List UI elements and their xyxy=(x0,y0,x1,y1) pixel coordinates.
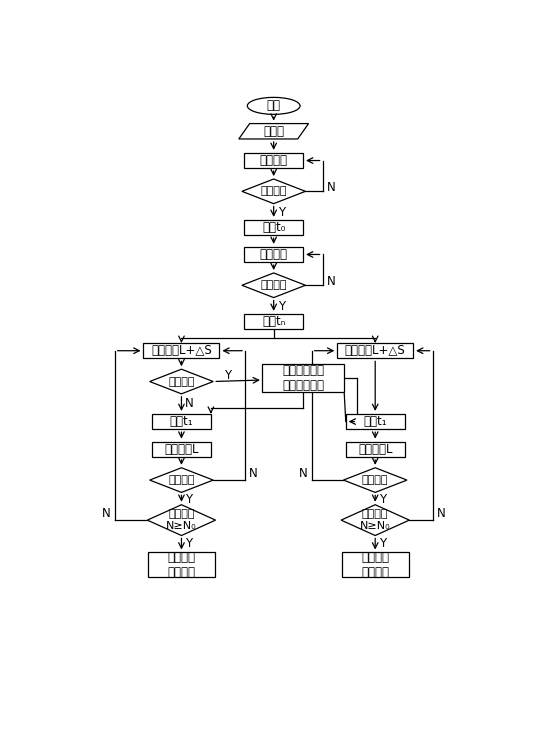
Bar xyxy=(244,153,303,168)
Text: 循环次数
N≥N₀: 循环次数 N≥N₀ xyxy=(166,509,197,531)
Polygon shape xyxy=(147,505,216,536)
Ellipse shape xyxy=(247,97,300,114)
Text: Y: Y xyxy=(379,493,386,506)
Text: 启动: 启动 xyxy=(266,99,281,113)
Polygon shape xyxy=(150,468,213,493)
Text: 向上运行L: 向上运行L xyxy=(164,443,199,456)
Bar xyxy=(244,313,303,329)
Bar xyxy=(262,364,344,391)
Text: 向下运行L: 向下运行L xyxy=(358,443,392,456)
Polygon shape xyxy=(343,468,407,493)
Text: 停止t₁: 停止t₁ xyxy=(170,415,193,428)
Bar xyxy=(152,414,211,429)
Text: 向上运行: 向上运行 xyxy=(260,248,288,261)
Text: 向下运行L+△S: 向下运行L+△S xyxy=(151,345,212,357)
Text: 初始化: 初始化 xyxy=(263,124,284,138)
Bar xyxy=(345,442,405,457)
Bar xyxy=(342,553,409,577)
Text: 停止tₙ: 停止tₙ xyxy=(262,315,285,328)
Polygon shape xyxy=(341,505,409,536)
Text: N: N xyxy=(185,396,194,410)
Text: 是否碰撞: 是否碰撞 xyxy=(168,475,195,485)
Bar xyxy=(152,442,211,457)
Text: Y: Y xyxy=(185,493,192,506)
Text: 下行碰撞
异常处理: 下行碰撞 异常处理 xyxy=(361,551,389,579)
Bar xyxy=(144,343,219,359)
Text: N: N xyxy=(326,275,335,288)
Text: 停止t₀: 停止t₀ xyxy=(262,221,285,234)
Bar xyxy=(148,553,215,577)
Polygon shape xyxy=(242,273,305,298)
Text: Y: Y xyxy=(224,369,231,382)
Bar xyxy=(345,414,405,429)
Text: 是否碰撞: 是否碰撞 xyxy=(261,186,287,196)
Bar xyxy=(244,247,303,262)
Text: Y: Y xyxy=(278,207,285,219)
Text: 是否碰撞: 是否碰撞 xyxy=(168,376,195,387)
Polygon shape xyxy=(242,179,305,204)
Text: 是否碰撞: 是否碰撞 xyxy=(362,475,388,485)
Text: N: N xyxy=(436,508,445,520)
Text: 是否碰撞: 是否碰撞 xyxy=(261,280,287,290)
Text: Y: Y xyxy=(185,537,192,551)
Bar xyxy=(337,343,413,359)
Polygon shape xyxy=(150,369,213,393)
Text: N: N xyxy=(326,181,335,194)
Text: 停止t₁: 停止t₁ xyxy=(364,415,387,428)
Polygon shape xyxy=(239,124,309,139)
Text: N: N xyxy=(299,468,308,480)
Text: 向下运行: 向下运行 xyxy=(260,154,288,167)
Text: Y: Y xyxy=(278,299,285,313)
Text: 循环次数
N≥N₀: 循环次数 N≥N₀ xyxy=(360,509,390,531)
Text: 固定阀泄漏严
重，停机报警: 固定阀泄漏严 重，停机报警 xyxy=(282,364,324,392)
Text: Y: Y xyxy=(379,537,386,551)
Text: N: N xyxy=(249,468,257,480)
Text: 向上运行L+△S: 向上运行L+△S xyxy=(345,345,406,357)
Text: 上行碰撞
异常处理: 上行碰撞 异常处理 xyxy=(168,551,195,579)
Text: N: N xyxy=(102,508,111,520)
Bar xyxy=(244,220,303,235)
